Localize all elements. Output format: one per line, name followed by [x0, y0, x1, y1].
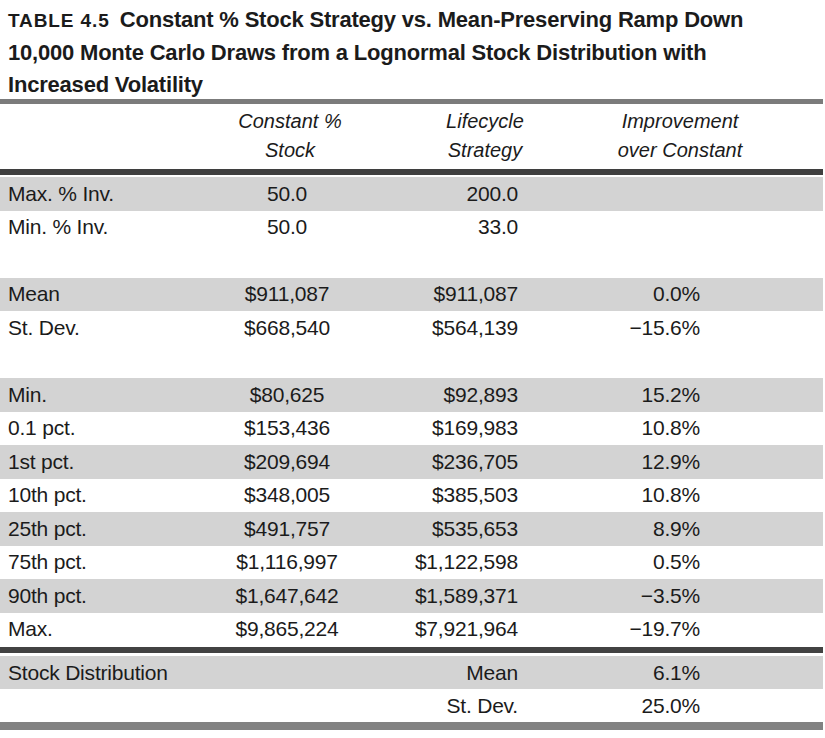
- constant-value: $80,625: [222, 383, 352, 407]
- column-header-lifecycle-strategy: Lifecycle Strategy: [385, 107, 585, 169]
- lifecycle-value: $7,921,964: [352, 617, 518, 641]
- row-label: 0.1 pct.: [0, 416, 222, 440]
- table-footer: Stock DistributionMean6.1%St. Dev.25.0%: [0, 656, 823, 722]
- footer-stat-name: St. Dev.: [352, 694, 518, 718]
- lifecycle-value: $385,503: [352, 483, 518, 507]
- lifecycle-value: $169,983: [352, 416, 518, 440]
- table-row: 10th pct.$348,005$385,50310.8%: [0, 479, 823, 513]
- improvement-value: −19.7%: [518, 617, 700, 641]
- improvement-value: 10.8%: [518, 483, 700, 507]
- footer-row: St. Dev.25.0%: [0, 689, 823, 722]
- constant-value: $491,757: [222, 517, 352, 541]
- lifecycle-value: $1,122,598: [352, 550, 518, 574]
- rule-under-header: [0, 169, 823, 175]
- constant-value: 50.0: [222, 182, 352, 206]
- lifecycle-value: $92,893: [352, 383, 518, 407]
- row-label: St. Dev.: [0, 316, 222, 340]
- table-row: Max.$9,865,224$7,921,964−19.7%: [0, 613, 823, 647]
- improvement-value: 0.0%: [518, 282, 700, 306]
- row-label: Min.: [0, 383, 222, 407]
- table-row: Min. % Inv.50.033.0: [0, 211, 823, 245]
- column-header-improvement-line2: over Constant: [580, 136, 780, 165]
- table-number: TABLE 4.5: [8, 10, 110, 31]
- spacer-row: [0, 345, 823, 379]
- improvement-value: 8.9%: [518, 517, 700, 541]
- row-label: Mean: [0, 282, 222, 306]
- row-label: 75th pct.: [0, 550, 222, 574]
- improvement-value: 10.8%: [518, 416, 700, 440]
- table-title-line3: Increased Volatility: [8, 69, 743, 101]
- row-label: 25th pct.: [0, 517, 222, 541]
- table-row: Max. % Inv.50.0200.0: [0, 177, 823, 211]
- row-label: Max. % Inv.: [0, 182, 222, 206]
- footer-stat-value: 25.0%: [518, 694, 700, 718]
- lifecycle-value: 200.0: [352, 182, 518, 206]
- constant-value: $668,540: [222, 316, 352, 340]
- constant-value: $209,694: [222, 450, 352, 474]
- lifecycle-value: $236,705: [352, 450, 518, 474]
- constant-value: $153,436: [222, 416, 352, 440]
- footer-label: Stock Distribution: [0, 661, 222, 685]
- lifecycle-value: $564,139: [352, 316, 518, 340]
- column-header-improvement: Improvement over Constant: [580, 107, 780, 169]
- table-row: 90th pct.$1,647,642$1,589,371−3.5%: [0, 579, 823, 613]
- lifecycle-value: $535,653: [352, 517, 518, 541]
- table-row: 75th pct.$1,116,997$1,122,5980.5%: [0, 546, 823, 580]
- row-label: 1st pct.: [0, 450, 222, 474]
- row-label: Max.: [0, 617, 222, 641]
- column-header-improvement-line1: Improvement: [580, 107, 780, 136]
- table-title-text: Constant % Stock Strategy vs. Mean-Prese…: [120, 7, 744, 32]
- table-title-line2: 10,000 Monte Carlo Draws from a Lognorma…: [8, 37, 743, 69]
- lifecycle-value: 33.0: [352, 215, 518, 239]
- table-title: TABLE 4.5 Constant % Stock Strategy vs. M…: [8, 4, 743, 101]
- rule-bottom: [0, 722, 823, 730]
- column-header-lifecycle-line1: Lifecycle: [385, 107, 585, 136]
- spacer-row: [0, 244, 823, 278]
- lifecycle-value: $1,589,371: [352, 584, 518, 608]
- row-label: 90th pct.: [0, 584, 222, 608]
- table-row: 1st pct.$209,694$236,70512.9%: [0, 445, 823, 479]
- rule-before-footer: [0, 647, 823, 653]
- rule-top: [0, 99, 823, 104]
- constant-value: 50.0: [222, 215, 352, 239]
- constant-value: $348,005: [222, 483, 352, 507]
- table-title-line1: TABLE 4.5 Constant % Stock Strategy vs. M…: [8, 4, 743, 37]
- improvement-value: −15.6%: [518, 316, 700, 340]
- table-row: St. Dev.$668,540$564,139−15.6%: [0, 311, 823, 345]
- table-row: 0.1 pct.$153,436$169,98310.8%: [0, 412, 823, 446]
- table-row: Min.$80,625$92,89315.2%: [0, 378, 823, 412]
- improvement-value: −3.5%: [518, 584, 700, 608]
- row-label: Min. % Inv.: [0, 215, 222, 239]
- improvement-value: 12.9%: [518, 450, 700, 474]
- table-row: Mean$911,087$911,0870.0%: [0, 278, 823, 312]
- lifecycle-value: $911,087: [352, 282, 518, 306]
- constant-value: $1,116,997: [222, 550, 352, 574]
- table-body: Max. % Inv.50.0200.0Min. % Inv.50.033.0M…: [0, 177, 823, 646]
- improvement-value: 15.2%: [518, 383, 700, 407]
- row-label: 10th pct.: [0, 483, 222, 507]
- improvement-value: 0.5%: [518, 550, 700, 574]
- table-row: 25th pct.$491,757$535,6538.9%: [0, 512, 823, 546]
- column-header-constant-line2: Stock: [190, 136, 390, 165]
- footer-row: Stock Distribution Mean6.1%: [0, 656, 823, 689]
- constant-value: $9,865,224: [222, 617, 352, 641]
- column-header-lifecycle-line2: Strategy: [385, 136, 585, 165]
- column-header-constant-line1: Constant %: [190, 107, 390, 136]
- constant-value: $911,087: [222, 282, 352, 306]
- constant-value: $1,647,642: [222, 584, 352, 608]
- column-header-constant-stock: Constant % Stock: [190, 107, 390, 169]
- book-page: TABLE 4.5 Constant % Stock Strategy vs. M…: [0, 0, 825, 738]
- footer-stat-name: Mean: [352, 661, 518, 685]
- footer-stat-value: 6.1%: [518, 661, 700, 685]
